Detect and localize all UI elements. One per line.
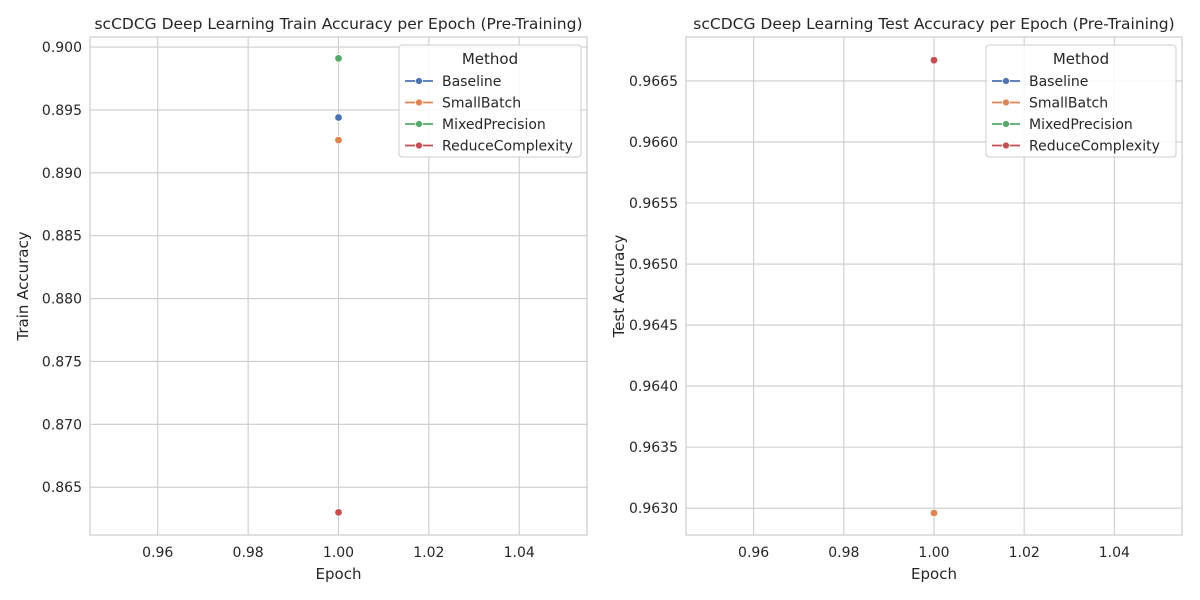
legend-item: Baseline <box>992 74 1088 90</box>
y-tick-label: 0.870 <box>42 417 82 433</box>
x-tick-label: 1.04 <box>504 545 535 561</box>
y-tick-label: 0.885 <box>42 229 82 245</box>
data-point-SmallBatch <box>929 508 939 518</box>
x-tick-label: 0.98 <box>233 545 264 561</box>
plot-frame <box>685 36 1183 536</box>
y-tick-label: 0.880 <box>42 292 82 308</box>
y-axis-label: Train Accuracy <box>14 231 32 341</box>
y-tick-label: 0.890 <box>42 166 82 182</box>
data-point-ReduceComplexity <box>929 55 939 65</box>
legend-label: SmallBatch <box>1029 96 1108 112</box>
data-point-MixedPrecision <box>334 54 343 63</box>
x-tick-label: 0.96 <box>738 545 769 561</box>
data-point-Baseline <box>334 113 343 122</box>
legend-box <box>985 44 1177 158</box>
plot-frame <box>89 36 588 536</box>
legend-label: ReduceComplexity <box>1029 139 1160 155</box>
x-tick-label: 1.02 <box>1009 545 1040 561</box>
chart-panel-2: 0.96 0.98 1.00 1.02 1.04 0.9630 0.9635 0.9640 0.… <box>610 15 1183 583</box>
legend: Method Baseline SmallBatch MixedPrecision Re… <box>985 44 1177 158</box>
x-tick-label: 0.96 <box>142 545 173 561</box>
x-tick-label: 0.98 <box>828 545 859 561</box>
legend-label: MixedPrecision <box>1029 117 1133 133</box>
y-tick-label: 0.895 <box>42 103 82 119</box>
y-tick-label: 0.9660 <box>629 135 678 151</box>
y-tick-label: 0.9645 <box>629 318 678 334</box>
x-tick-label: 1.00 <box>918 545 949 561</box>
y-tick-label: 0.9630 <box>629 501 678 517</box>
x-tick-label: 1.04 <box>1099 545 1130 561</box>
legend-marker <box>415 141 423 150</box>
y-tick-label: 0.865 <box>42 480 82 496</box>
legend-title: Method <box>462 50 518 68</box>
y-axis-label: Test Accuracy <box>610 234 628 338</box>
legend-marker <box>1002 98 1010 107</box>
legend-label: Baseline <box>442 74 501 90</box>
legend-marker <box>415 98 423 107</box>
legend-label: Baseline <box>1029 74 1088 90</box>
y-tick-label: 0.9650 <box>629 257 678 273</box>
legend: Method Baseline SmallBatch MixedPrecision Re… <box>398 44 582 158</box>
legend-item: MixedPrecision <box>992 117 1133 133</box>
data-point-ReduceComplexity <box>334 508 343 517</box>
legend-title: Method <box>1053 50 1109 68</box>
legend-marker <box>1002 141 1010 150</box>
y-tick-label: 0.9665 <box>629 74 678 90</box>
data-point-SmallBatch <box>334 135 343 145</box>
legend-marker <box>1002 120 1010 128</box>
legend-item: Baseline <box>405 74 501 90</box>
legend-marker <box>415 120 423 128</box>
legend-item: ReduceComplexity <box>405 139 573 155</box>
y-tick-label: 0.875 <box>42 354 82 370</box>
y-tick-label: 0.9640 <box>629 379 678 395</box>
legend-label: SmallBatch <box>442 96 521 112</box>
y-tick-label: 0.900 <box>42 40 82 56</box>
legend-item: ReduceComplexity <box>992 139 1160 155</box>
chart-panel-1: 0.96 0.98 1.00 1.02 1.04 0.865 0.870 0.875 0.880… <box>14 15 588 583</box>
y-tick-label: 0.9635 <box>629 440 678 456</box>
legend-marker <box>415 77 423 85</box>
chart-title: scCDCG Deep Learning Train Accuracy per … <box>94 15 582 33</box>
x-axis-label: Epoch <box>316 565 362 583</box>
legend-box <box>398 44 582 158</box>
x-tick-label: 1.00 <box>323 545 354 561</box>
legend-item: SmallBatch <box>405 96 521 112</box>
legend-label: MixedPrecision <box>442 117 546 133</box>
legend-item: MixedPrecision <box>405 117 546 133</box>
legend-marker <box>1002 77 1010 85</box>
legend-item: SmallBatch <box>992 96 1108 112</box>
x-tick-label: 1.02 <box>413 545 444 561</box>
y-tick-label: 0.9655 <box>629 196 678 212</box>
chart-title: scCDCG Deep Learning Test Accuracy per E… <box>693 15 1174 33</box>
legend-label: ReduceComplexity <box>442 139 573 155</box>
x-axis-label: Epoch <box>911 565 957 583</box>
